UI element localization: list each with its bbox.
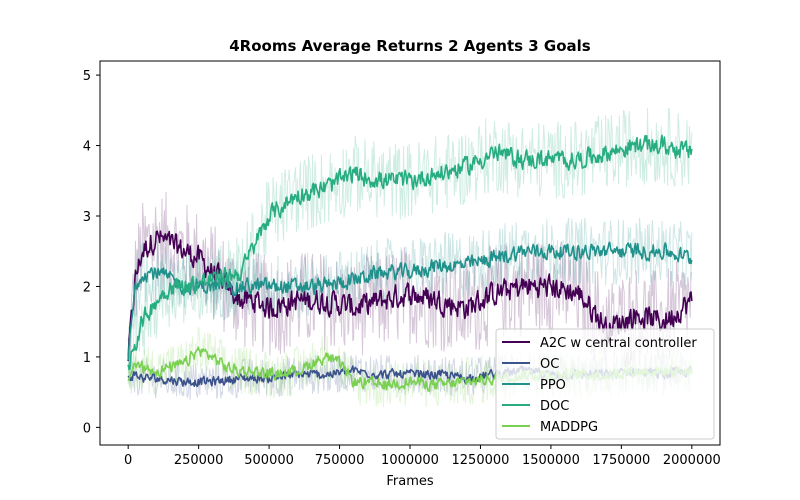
y-tick-label: 3	[83, 210, 91, 225]
x-tick-label: 2000000	[663, 453, 721, 468]
y-tick-label: 5	[83, 69, 91, 84]
legend-label-maddpg: MADDPG	[540, 420, 598, 435]
legend-label-a2c-w-central-controller: A2C w central controller	[540, 336, 697, 351]
y-tick-label: 0	[83, 421, 91, 436]
x-tick-label: 1750000	[592, 453, 650, 468]
x-tick-label: 1000000	[381, 453, 439, 468]
x-tick-label: 750000	[315, 453, 365, 468]
x-tick-label: 1500000	[522, 453, 580, 468]
legend-box	[495, 328, 715, 440]
legend-label-ppo: PPO	[540, 378, 566, 393]
series-raw-doc	[127, 107, 693, 394]
chart-title: 4Rooms Average Returns 2 Agents 3 Goals	[229, 37, 591, 55]
y-tick-label: 1	[83, 351, 91, 366]
x-tick-label: 1250000	[452, 453, 510, 468]
legend: A2C w central controller OC PPO DOC MADDPG	[495, 328, 715, 440]
x-tick-label: 250000	[174, 453, 224, 468]
x-tick-label: 0	[124, 453, 132, 468]
x-axis-ticks: 0 250000 500000 750000 1000000 1250000 1500000…	[124, 445, 721, 468]
legend-label-oc: OC	[540, 357, 559, 372]
y-tick-label: 2	[83, 280, 91, 295]
series-line-doc	[127, 134, 693, 370]
series-raw-ppo	[127, 217, 693, 373]
y-axis-ticks: 0 1 2 3 4 5	[83, 69, 100, 436]
y-tick-label: 4	[83, 140, 91, 155]
x-tick-label: 500000	[244, 453, 294, 468]
x-axis-label: Frames	[386, 474, 434, 489]
legend-label-doc: DOC	[540, 399, 569, 414]
